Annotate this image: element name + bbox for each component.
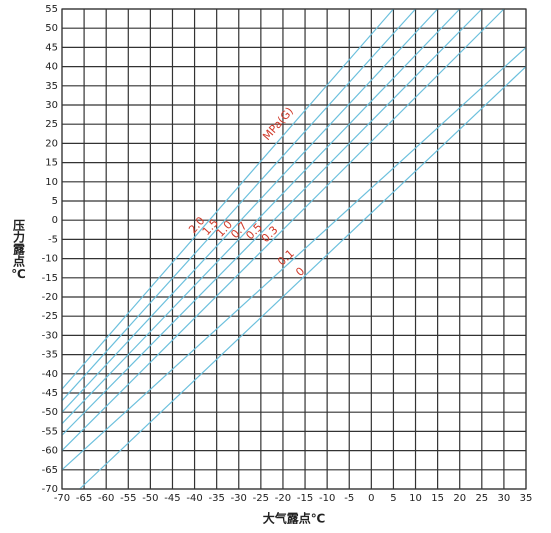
y-tick-label: -15 [42,273,58,284]
x-tick-label: 10 [409,493,422,504]
series-label: 0.1 [275,247,297,268]
x-tick-label: -50 [142,493,158,504]
pressure-line [61,8,505,452]
x-tick-label: 0 [368,493,374,504]
y-tick-label: 35 [45,81,58,92]
y-tick-label: -60 [42,446,58,457]
y-axis-title: 压力露点℃ [12,219,26,281]
pressure-line [61,8,394,390]
x-tick-label: -30 [231,493,247,504]
x-tick-label: 20 [453,493,466,504]
y-tick-label: 10 [45,177,58,188]
x-tick-label: -10 [319,493,335,504]
x-tick-label: 5 [390,493,396,504]
y-tick-label: 50 [45,23,58,34]
pressure-line [61,8,461,425]
y-tick-label: 55 [45,4,58,15]
y-tick-label: 45 [45,42,58,53]
pressure-line [61,8,416,402]
y-tick-label: -45 [42,388,58,399]
y-tick-label: -65 [42,465,58,476]
x-tick-label: 15 [431,493,444,504]
x-tick-label: -55 [120,493,136,504]
pressure-line [61,8,439,413]
x-tick-label: 25 [475,493,488,504]
x-tick-label: -5 [344,493,354,504]
y-tick-label: -35 [42,350,58,361]
pressure-line [61,8,483,436]
x-tick-label: -60 [98,493,114,504]
y-tick-label: -10 [42,254,58,265]
y-tick-label: -25 [42,311,58,322]
x-tick-label: -15 [297,493,313,504]
x-tick-label: -45 [164,493,180,504]
y-tick-label: -70 [42,484,58,495]
x-axis-title: 大气露点℃ [263,511,326,526]
y-tick-label: -20 [42,292,58,303]
y-tick-label: 15 [45,158,58,169]
y-tick-label: 40 [45,62,58,73]
pressure-line [79,66,527,490]
series-label: 0.3 [259,223,281,245]
x-tick-label: 35 [520,493,533,504]
pressure-line [61,46,527,471]
x-tick-label: -65 [76,493,92,504]
x-tick-label: 30 [498,493,511,504]
y-tick-label: 25 [45,119,58,130]
y-tick-label: -50 [42,407,58,418]
x-tick-label: -25 [253,493,269,504]
y-tick-label: -5 [48,234,58,245]
y-tick-label: -40 [42,369,58,380]
y-tick-label: 5 [52,196,58,207]
plot-border [61,8,527,490]
y-tick-label: -30 [42,330,58,341]
x-tick-label: -70 [54,493,70,504]
y-tick-label: -55 [42,426,58,437]
y-tick-label: 20 [45,138,58,149]
x-tick-label: -40 [186,493,202,504]
y-tick-label: 0 [52,215,58,226]
x-tick-label: -35 [208,493,224,504]
y-tick-label: 30 [45,100,58,111]
x-tick-label: -20 [275,493,291,504]
